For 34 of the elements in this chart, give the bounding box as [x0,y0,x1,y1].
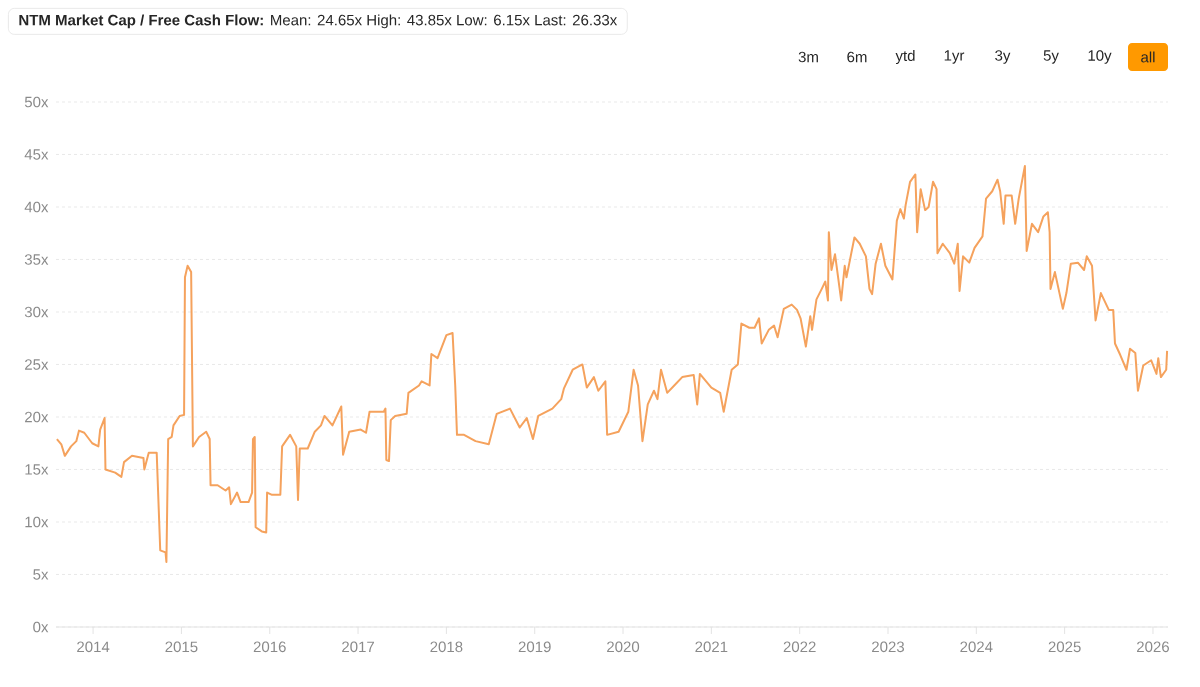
y-tick-label: 20x [25,411,49,423]
y-tick-label: 50x [24,96,49,108]
y-tick-label: 15x [25,464,49,475]
y-tick-label: 45x [24,149,49,160]
x-tick-label: 2024 [960,641,993,653]
x-tick-label: 2019 [518,641,551,653]
y-tick-label: 30x [24,306,49,318]
y-tick-label: 35x [24,254,49,265]
text: 10y [1088,50,1112,64]
line-series [55,165,1169,563]
x-tick-label: 2015 [165,641,198,653]
text: 3m [798,51,818,63]
text: all [1141,51,1155,63]
y-tick-label: 10x [25,516,49,528]
x-tick-label: 2018 [430,641,463,653]
chart-title: NTM Market Cap / Free Cash Flow: Mean: 24.65x High: 43.85x Low: 6.15x Last: 26.33x [19,14,618,29]
x-tick-label: 2020 [607,641,640,653]
x-tick-label: 2022 [783,641,816,653]
x-tick-label: 2026 [1137,641,1169,653]
x-tick-label: 2017 [342,641,374,653]
y-tick-label: 5x [33,569,49,580]
text: ytd [895,50,915,64]
y-tick-label: 25x [25,359,49,370]
y-tick-label: 0x [33,621,49,633]
x-tick-label: 2023 [872,641,905,653]
x-tick-label: 2016 [253,641,286,653]
x-tick-label: 2025 [1048,641,1081,653]
x-tick-label: 2021 [695,641,728,653]
x-tick-label: 2014 [77,641,110,653]
text: 5y [1043,50,1059,64]
text: 6m [847,51,867,63]
text: 3y [995,50,1011,64]
text: 1yr [944,50,965,64]
y-tick-label: 40x [24,201,49,213]
